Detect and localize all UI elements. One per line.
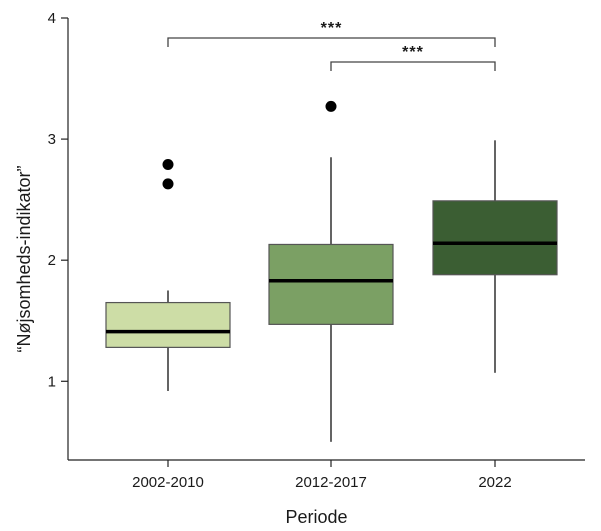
x-tick-label: 2022 xyxy=(478,474,511,491)
outlier-point xyxy=(325,100,337,112)
box-group xyxy=(105,159,231,391)
axes xyxy=(67,18,585,461)
y-tick-label: 2 xyxy=(48,252,56,269)
significance-bracket xyxy=(330,61,496,71)
y-axis-title: “Nøjsomheds-indikator” xyxy=(14,165,34,352)
x-axis-title: Periode xyxy=(285,507,347,527)
box-group xyxy=(268,100,394,442)
box-iqr xyxy=(432,200,558,276)
significance-brackets: *** *** xyxy=(167,20,496,71)
box-group xyxy=(432,140,558,373)
y-tick-label: 3 xyxy=(48,131,56,148)
box-iqr xyxy=(105,301,231,348)
box-iqr xyxy=(268,243,394,325)
outlier-point xyxy=(162,178,174,190)
x-tick-label: 2002-2010 xyxy=(132,474,204,491)
significance-bracket xyxy=(167,37,496,47)
boxes xyxy=(105,100,558,442)
y-ticks: 1 2 3 4 xyxy=(48,10,68,390)
significance-label: *** xyxy=(402,44,424,61)
x-ticks: 2002-2010 2012-2017 2022 xyxy=(132,460,512,491)
significance-label: *** xyxy=(321,20,343,37)
x-tick-label: 2012-2017 xyxy=(295,474,367,491)
y-tick-label: 1 xyxy=(48,373,56,390)
outlier-point xyxy=(162,159,174,171)
y-tick-label: 4 xyxy=(48,10,56,27)
